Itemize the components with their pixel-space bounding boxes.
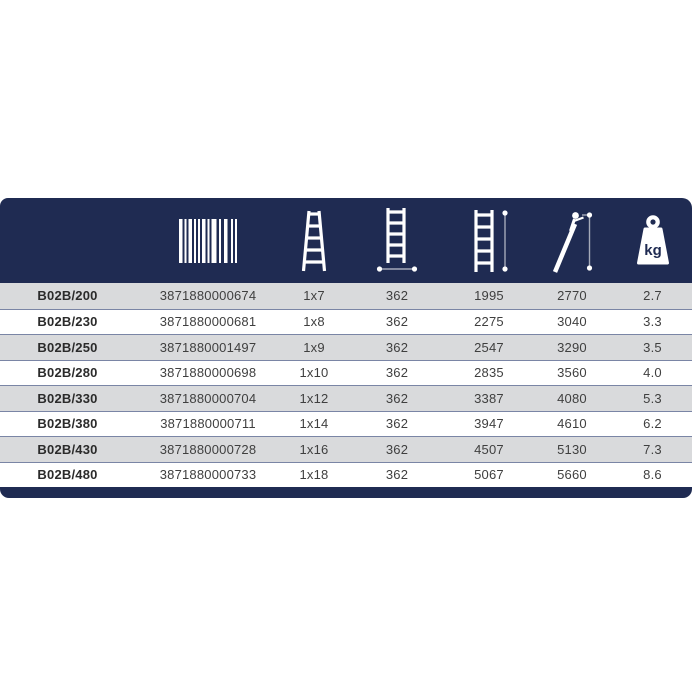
header-cell-working-height xyxy=(548,208,596,274)
table-cell: 2275 xyxy=(474,314,504,330)
table-cell: 1x9 xyxy=(303,339,325,355)
model-code-cell: B02B/200 xyxy=(37,288,98,304)
table-cell: 3871880000733 xyxy=(159,467,257,483)
table-cell: 3871880000674 xyxy=(159,288,257,304)
model-code-cell: B02B/250 xyxy=(37,339,98,355)
barcode-icon xyxy=(179,218,237,263)
table-cell: 362 xyxy=(385,441,409,457)
table-cell: 362 xyxy=(385,288,409,304)
table-cell: 4610 xyxy=(557,416,587,432)
table-cell: 3290 xyxy=(557,339,587,355)
table-cell: 362 xyxy=(385,314,409,330)
table-cell: 4.0 xyxy=(643,365,662,381)
header-cell-weight: kg xyxy=(629,213,677,269)
table-cell: 3871880000681 xyxy=(159,314,257,330)
table-cell: 6.2 xyxy=(643,416,662,432)
table-cell: 3.5 xyxy=(643,339,662,355)
table-cell: 1x10 xyxy=(299,365,329,381)
model-code-cell: B02B/430 xyxy=(37,441,98,457)
table-cell: 3947 xyxy=(474,416,504,432)
table-cell: 362 xyxy=(385,390,409,406)
table-cell: 362 xyxy=(385,365,409,381)
table-row: B02B/230 3871880000681 1x8 362 2275 3040 3.3 xyxy=(0,308,692,334)
table-cell: 1x14 xyxy=(299,416,329,432)
product-spec-table: kg B02B/200 3871880000674 1x7 362 1995 2770 2.… xyxy=(0,198,692,498)
table-row: B02B/430 3871880000728 1x16 362 4507 5130 7.3 xyxy=(0,436,692,462)
table-cell: 3040 xyxy=(557,314,587,330)
table-row: B02B/480 3871880000733 1x18 362 5067 5660 8.6 xyxy=(0,461,692,487)
table-cell: 3871880001497 xyxy=(159,339,257,355)
table-row: B02B/380 3871880000711 1x14 362 3947 4610 6.2 xyxy=(0,410,692,436)
ladder-length-icon xyxy=(467,208,511,274)
table-cell: 3871880000728 xyxy=(159,441,257,457)
table-cell: 3871880000704 xyxy=(159,390,257,406)
table-cell: 2.7 xyxy=(643,288,662,304)
table-cell: 1x12 xyxy=(299,390,329,406)
model-code-cell: B02B/280 xyxy=(37,365,98,381)
table-cell: 3.3 xyxy=(643,314,662,330)
ladder-working-height-icon xyxy=(548,208,596,274)
header-cell-ean xyxy=(179,218,237,263)
table-cell: 2770 xyxy=(557,288,587,304)
table-cell: 4080 xyxy=(557,390,587,406)
table-cell: 3560 xyxy=(557,365,587,381)
table-cell: 7.3 xyxy=(643,441,662,457)
table-row: B02B/250 3871880001497 1x9 362 2547 3290 3.5 xyxy=(0,334,692,360)
table-header: kg xyxy=(0,198,692,283)
table-cell: 5130 xyxy=(557,441,587,457)
single-section-ladder-icon xyxy=(296,209,332,273)
table-cell: 1x7 xyxy=(303,288,325,304)
table-cell: 1x8 xyxy=(303,314,325,330)
table-cell: 4507 xyxy=(474,441,504,457)
table-cell: 362 xyxy=(385,416,409,432)
table-cell: 1x16 xyxy=(299,441,329,457)
table-footer-bar xyxy=(0,487,692,498)
table-row: B02B/280 3871880000698 1x10 362 2835 3560 4.0 xyxy=(0,359,692,385)
table-cell: 8.6 xyxy=(643,467,662,483)
model-code-cell: B02B/380 xyxy=(37,416,98,432)
weight-kg-icon: kg xyxy=(629,213,677,269)
header-cell-length xyxy=(467,208,511,274)
table-row: B02B/330 3871880000704 1x12 362 3387 4080 5.3 xyxy=(0,385,692,411)
table-body: B02B/200 3871880000674 1x7 362 1995 2770 2.7 B0… xyxy=(0,283,692,487)
model-code-cell: B02B/480 xyxy=(37,467,98,483)
header-cell-rungs xyxy=(296,209,332,273)
table-cell: 5.3 xyxy=(643,390,662,406)
table-cell: 362 xyxy=(385,467,409,483)
table-cell: 2547 xyxy=(474,339,504,355)
table-cell: 1x18 xyxy=(299,467,329,483)
table-cell: 1995 xyxy=(474,288,504,304)
table-cell: 2835 xyxy=(474,365,504,381)
kg-unit-label: kg xyxy=(644,242,662,259)
table-cell: 3871880000711 xyxy=(160,416,256,432)
ladder-width-icon xyxy=(375,207,419,274)
model-code-cell: B02B/330 xyxy=(37,390,98,406)
table-row: B02B/200 3871880000674 1x7 362 1995 2770 2.7 xyxy=(0,283,692,309)
table-cell: 5660 xyxy=(557,467,587,483)
header-cell-width xyxy=(375,207,419,274)
table-cell: 3871880000698 xyxy=(159,365,257,381)
table-cell: 3387 xyxy=(474,390,504,406)
table-cell: 362 xyxy=(385,339,409,355)
model-code-cell: B02B/230 xyxy=(37,314,98,330)
table-cell: 5067 xyxy=(474,467,504,483)
